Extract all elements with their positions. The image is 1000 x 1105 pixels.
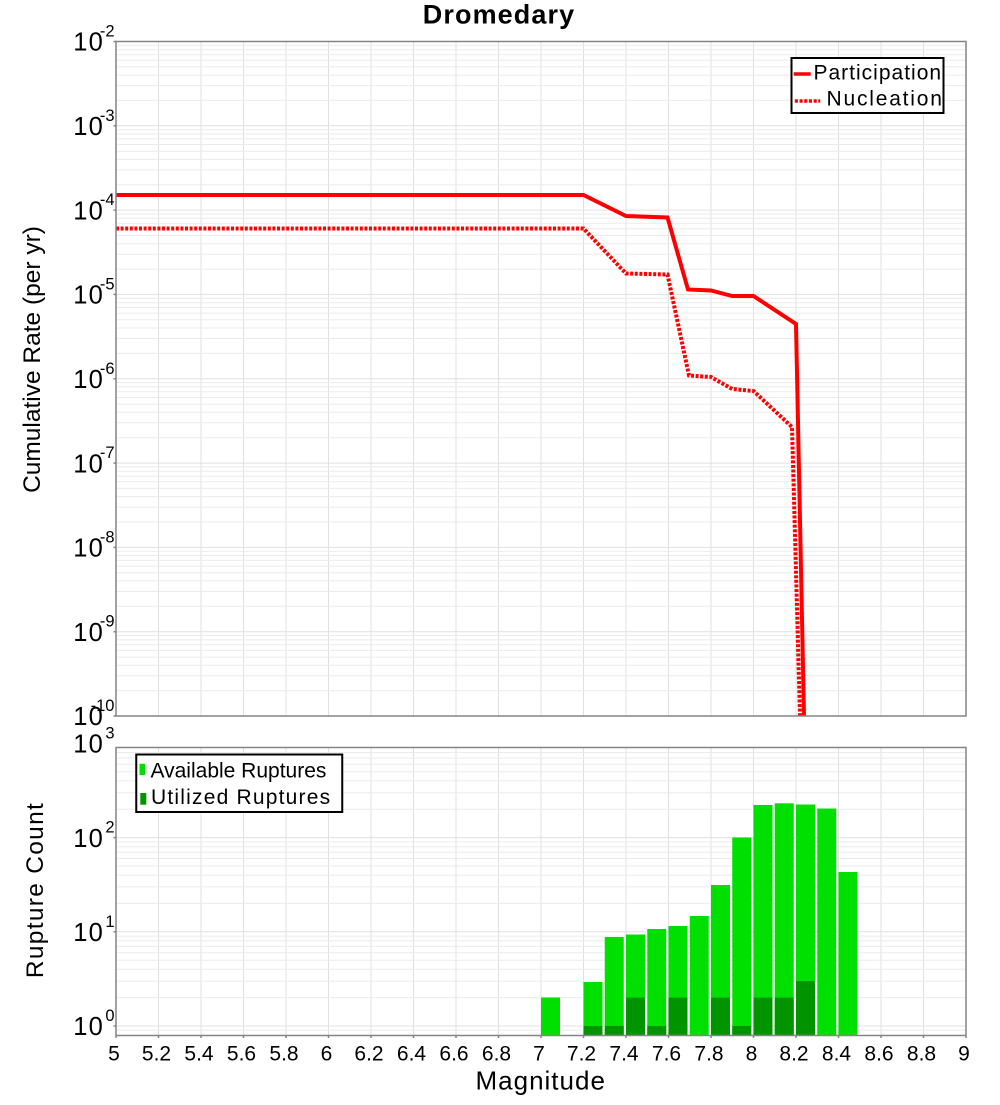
svg-text:-7: -7: [100, 444, 115, 462]
svg-text:-5: -5: [100, 275, 115, 293]
svg-text:8.6: 8.6: [864, 1043, 893, 1066]
svg-text:8: 8: [746, 1043, 758, 1066]
svg-text:Nucleation: Nucleation: [827, 87, 944, 110]
svg-text:5: 5: [108, 1043, 120, 1066]
svg-text:8.2: 8.2: [779, 1043, 808, 1066]
svg-text:5.6: 5.6: [227, 1043, 256, 1066]
svg-text:8.8: 8.8: [907, 1043, 936, 1066]
svg-text:10: 10: [73, 825, 104, 853]
svg-text:5.8: 5.8: [269, 1043, 298, 1066]
svg-text:6: 6: [321, 1043, 333, 1066]
svg-text:10: 10: [73, 29, 104, 57]
svg-text:10: 10: [73, 113, 104, 141]
svg-text:Rupture Count: Rupture Count: [22, 802, 49, 978]
svg-text:6.2: 6.2: [354, 1043, 383, 1066]
svg-text:10: 10: [73, 1013, 104, 1041]
svg-text:7.8: 7.8: [694, 1043, 723, 1066]
svg-text:7.6: 7.6: [652, 1043, 681, 1066]
svg-text:10: 10: [73, 366, 104, 394]
svg-text:-10: -10: [91, 697, 115, 715]
svg-text:6.6: 6.6: [439, 1043, 468, 1066]
svg-text:-4: -4: [100, 191, 115, 209]
svg-text:3: 3: [105, 724, 114, 742]
svg-text:7.2: 7.2: [567, 1043, 596, 1066]
svg-text:-6: -6: [100, 360, 115, 378]
svg-text:5.2: 5.2: [142, 1043, 171, 1066]
svg-text:10: 10: [73, 450, 104, 478]
svg-text:1: 1: [105, 913, 114, 931]
svg-text:-2: -2: [100, 23, 115, 41]
svg-text:7: 7: [533, 1043, 545, 1066]
svg-text:Magnitude: Magnitude: [475, 1066, 605, 1096]
svg-text:9: 9: [958, 1043, 970, 1066]
svg-text:Available Ruptures: Available Ruptures: [151, 760, 327, 783]
svg-text:5.4: 5.4: [184, 1043, 214, 1066]
svg-text:0: 0: [105, 1007, 114, 1025]
svg-text:-8: -8: [100, 528, 115, 546]
svg-text:10: 10: [73, 703, 104, 731]
svg-text:10: 10: [73, 919, 104, 947]
svg-text:Cumulative Rate (per yr): Cumulative Rate (per yr): [19, 226, 46, 493]
svg-text:8.4: 8.4: [822, 1043, 852, 1066]
svg-text:6.4: 6.4: [397, 1043, 427, 1066]
svg-text:10: 10: [73, 197, 104, 225]
svg-text:6.8: 6.8: [482, 1043, 511, 1066]
svg-text:-3: -3: [100, 107, 115, 125]
svg-text:10: 10: [73, 535, 104, 563]
svg-text:10: 10: [73, 619, 104, 647]
svg-text:-9: -9: [100, 613, 115, 631]
svg-text:Utilized Ruptures: Utilized Ruptures: [151, 786, 331, 809]
svg-text:2: 2: [105, 819, 114, 837]
svg-text:10: 10: [73, 282, 104, 310]
svg-text:Dromedary: Dromedary: [423, 0, 575, 30]
svg-text:10: 10: [73, 731, 104, 759]
svg-text:Participation: Participation: [814, 62, 943, 85]
svg-text:7.4: 7.4: [609, 1043, 639, 1066]
